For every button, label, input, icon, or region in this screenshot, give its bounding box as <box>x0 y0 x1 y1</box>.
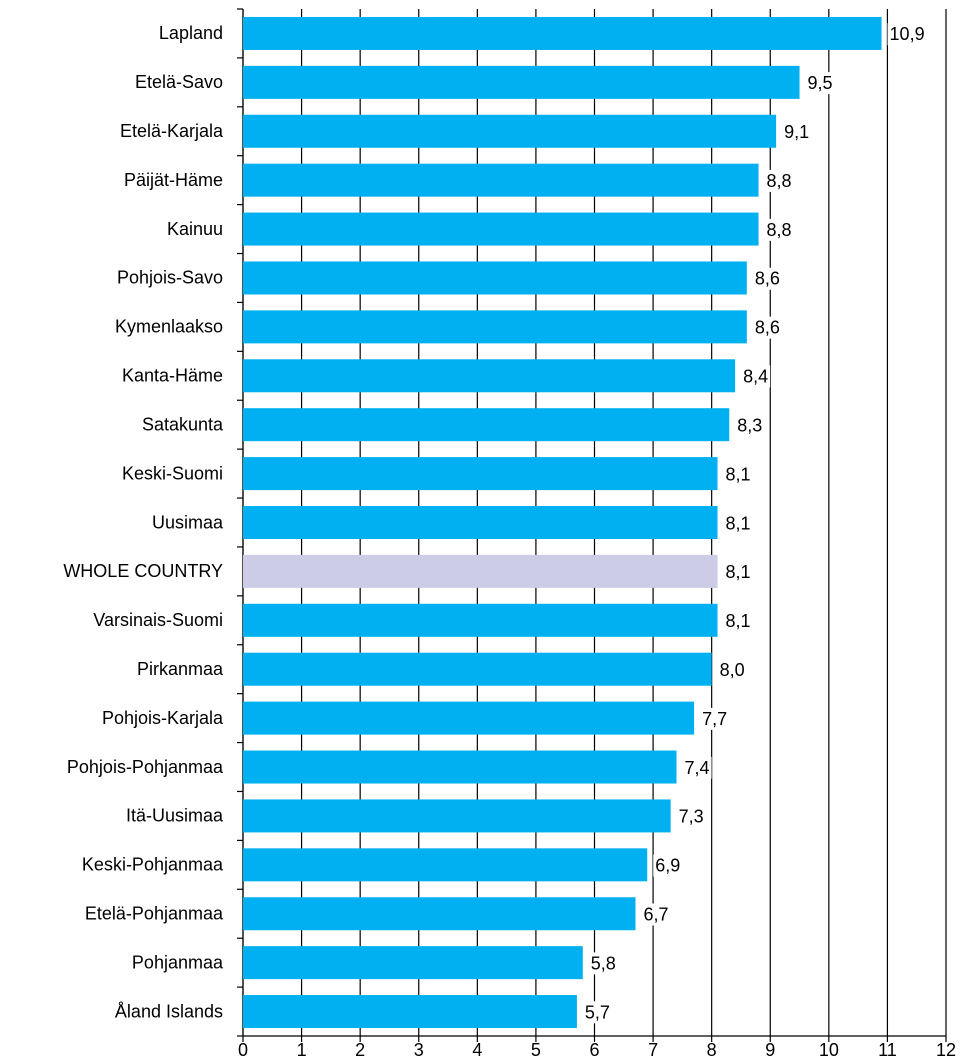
bar <box>243 163 759 197</box>
bar <box>243 946 583 980</box>
bar <box>243 554 718 588</box>
bar <box>243 65 800 99</box>
bar <box>243 750 677 784</box>
value-label-bg <box>764 169 794 192</box>
bar <box>243 359 736 393</box>
bar <box>243 261 747 295</box>
y-tick-label: Pohjois-Savo <box>117 268 223 288</box>
value-label: 9,1 <box>784 122 809 142</box>
y-tick-label: Keski-Suomi <box>122 463 223 483</box>
value-label: 6,9 <box>655 856 680 876</box>
x-tick-label: 5 <box>531 1040 541 1057</box>
value-label: 8,3 <box>737 415 762 435</box>
y-tick-label: WHOLE COUNTRY <box>63 561 223 581</box>
value-label: 8,0 <box>720 660 745 680</box>
value-label: 9,5 <box>808 73 833 93</box>
y-tick-label: Etelä-Savo <box>135 72 223 92</box>
x-tick-label: 11 <box>878 1040 897 1057</box>
bar <box>243 652 712 686</box>
value-label-bg <box>805 72 835 95</box>
y-tick-label: Pirkanmaa <box>137 659 224 679</box>
value-label-bg <box>588 952 618 975</box>
value-label-bg <box>717 658 747 681</box>
value-label: 8,1 <box>726 562 751 582</box>
x-tick-label: 4 <box>472 1040 482 1057</box>
y-tick-label: Päijät-Häme <box>124 170 223 190</box>
x-tick-label: 1 <box>297 1040 307 1057</box>
y-tick-label: Kainuu <box>167 219 223 239</box>
x-tick-label: 8 <box>707 1040 717 1057</box>
bar <box>243 799 671 833</box>
x-tick-label: 12 <box>936 1040 956 1057</box>
value-label-bg <box>723 610 753 633</box>
value-label-bg <box>653 854 683 877</box>
bar <box>243 114 777 148</box>
bar <box>243 212 759 246</box>
value-label: 5,8 <box>591 953 616 973</box>
bar <box>243 310 747 344</box>
bar <box>243 995 577 1029</box>
value-label: 5,7 <box>585 1002 610 1022</box>
bar <box>243 408 730 442</box>
value-label: 7,7 <box>702 709 727 729</box>
value-label-bg <box>682 756 712 779</box>
x-tick-label: 2 <box>355 1040 365 1057</box>
y-tick-label: Satakunta <box>142 414 224 434</box>
value-label-bg <box>723 463 753 486</box>
value-label: 8,1 <box>726 611 751 631</box>
value-label-bg <box>782 121 812 144</box>
value-label-bg <box>741 365 771 388</box>
value-label: 8,8 <box>767 220 792 240</box>
value-label-bg <box>641 903 671 926</box>
y-tick-label: Kanta-Häme <box>122 366 223 386</box>
y-tick-label: Etelä-Karjala <box>120 121 224 141</box>
bar <box>243 701 695 735</box>
value-label: 8,6 <box>755 269 780 289</box>
y-tick-label: Keski-Pohjanmaa <box>82 855 224 875</box>
x-tick-label: 7 <box>648 1040 658 1057</box>
y-tick-label: Pohjois-Pohjanmaa <box>67 757 224 777</box>
x-tick-label: 0 <box>238 1040 248 1057</box>
y-tick-label: Åland Islands <box>115 1001 223 1021</box>
value-label: 8,1 <box>726 513 751 533</box>
value-label: 7,4 <box>685 758 710 778</box>
bar <box>243 897 636 931</box>
bar <box>243 603 718 637</box>
value-label: 10,9 <box>890 24 925 44</box>
y-tick-label: Kymenlaakso <box>115 317 223 337</box>
value-label-bg <box>752 316 782 339</box>
x-tick-label: 10 <box>819 1040 839 1057</box>
x-tick-label: 6 <box>589 1040 599 1057</box>
value-label-bg <box>735 414 765 437</box>
value-label: 7,3 <box>679 807 704 827</box>
value-label-bg <box>582 1001 612 1024</box>
bar <box>243 848 648 882</box>
x-tick-label: 9 <box>765 1040 775 1057</box>
y-tick-label: Itä-Uusimaa <box>126 806 224 826</box>
value-label-bg <box>764 218 794 241</box>
y-tick-label: Uusimaa <box>152 512 224 532</box>
y-tick-label: Etelä-Pohjanmaa <box>85 903 224 923</box>
value-label-bg <box>676 805 706 828</box>
value-label-bg <box>752 267 782 290</box>
value-label: 6,7 <box>644 904 669 924</box>
y-tick-label: Varsinais-Suomi <box>93 610 223 630</box>
value-label-bg <box>700 707 730 730</box>
bar <box>243 457 718 491</box>
y-tick-label: Lapland <box>159 23 223 43</box>
value-label-bg <box>723 561 753 584</box>
value-label: 8,8 <box>767 171 792 191</box>
bar <box>243 506 718 539</box>
bar <box>243 16 882 50</box>
y-tick-label: Pohjanmaa <box>132 952 224 972</box>
value-label: 8,4 <box>743 367 768 387</box>
value-label: 8,6 <box>755 318 780 338</box>
x-tick-label: 3 <box>414 1040 424 1057</box>
value-label-bg <box>723 512 753 535</box>
value-label: 8,1 <box>726 464 751 484</box>
value-label-bg <box>887 23 927 46</box>
y-tick-label: Pohjois-Karjala <box>102 708 224 728</box>
